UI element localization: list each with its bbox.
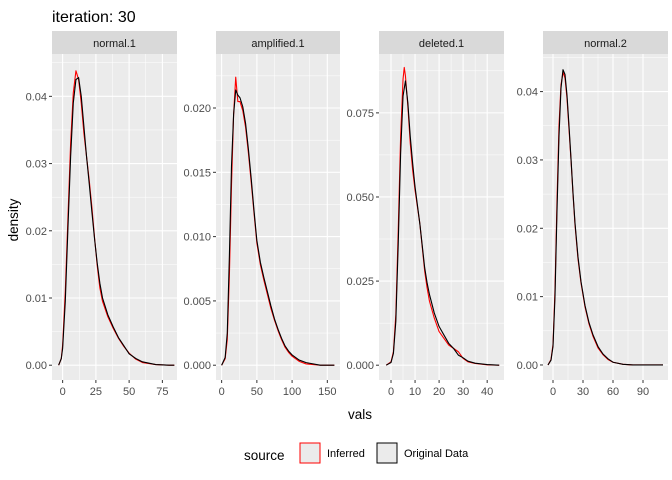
legend-label-original-data: Original Data [404, 448, 469, 460]
chart-title: iteration: 30 [52, 9, 136, 26]
panel-deleted-1: deleted.1 0 10 20 30 40 0.000 0.025 0.050 0.075 [346, 31, 504, 398]
x-tick-label: 50 [251, 386, 263, 398]
density-line-original-data [58, 76, 175, 366]
x-axis-title: vals [348, 407, 372, 422]
facet-strip-label: normal.1 [93, 38, 136, 50]
x-tick-label: 10 [409, 386, 421, 398]
y-tick-label: 0.03 [26, 159, 47, 171]
y-tick-label: 0.04 [26, 91, 47, 103]
x-tick-label: 60 [607, 386, 619, 398]
y-tick-label: 0.000 [346, 360, 374, 372]
y-tick-label: 0.04 [517, 87, 538, 99]
y-tick-label: 0.01 [517, 292, 538, 304]
y-tick-label: 0.050 [346, 192, 374, 204]
y-tick-label: 0.075 [346, 108, 374, 120]
x-tick-label: 25 [90, 386, 102, 398]
legend-key-original-data [376, 442, 398, 464]
legend-key-inferred [299, 442, 321, 464]
x-tick-label: 50 [123, 386, 135, 398]
facet-strip-label: amplified.1 [251, 38, 304, 50]
legend-label-inferred: Inferred [327, 448, 365, 460]
y-tick-label: 0.03 [517, 155, 538, 167]
y-tick-label: 0.010 [183, 232, 211, 244]
facet-strip [543, 31, 668, 54]
legend: source Inferred Original Data [244, 442, 469, 464]
x-tick-label: 0 [60, 386, 66, 398]
y-tick-label: 0.00 [517, 360, 538, 372]
x-tick-label: 150 [318, 386, 336, 398]
legend-title: source [244, 448, 285, 463]
x-tick-label: 40 [481, 386, 493, 398]
facet-strip [216, 31, 340, 54]
density-line-original-data [221, 89, 335, 366]
y-tick-label: 0.00 [26, 360, 47, 372]
y-tick-label: 0.020 [183, 103, 211, 115]
y-tick-label: 0.02 [517, 223, 538, 235]
x-tick-label: 75 [156, 386, 168, 398]
x-tick-label: 100 [283, 386, 301, 398]
density-line-original-data [547, 69, 663, 366]
legend-item-inferred: Inferred [299, 442, 365, 464]
x-tick-label: 90 [637, 386, 649, 398]
panel-normal-1: normal.1 0 25 50 75 0.00 0.01 0.02 0.03 0.04 [26, 31, 177, 398]
panel-background [543, 54, 668, 380]
x-tick-label: 0 [550, 386, 556, 398]
y-tick-label: 0.000 [183, 360, 211, 372]
x-tick-label: 20 [433, 386, 445, 398]
density-line-original-data [385, 80, 500, 366]
y-tick-label: 0.015 [183, 167, 211, 179]
panel-amplified-1: amplified.1 0 50 100 150 0.000 0.005 0.010 0.015… [183, 31, 340, 398]
panels: normal.1 0 25 50 75 0.00 0.01 0.02 0.03 0.04 ampli… [26, 31, 668, 398]
panel-normal-2: normal.2 0 30 60 90 0.00 0.01 0.02 0.03 0.04 [517, 31, 668, 398]
x-tick-label: 0 [219, 386, 225, 398]
y-tick-label: 0.025 [346, 276, 374, 288]
facet-strip-label: normal.2 [584, 38, 627, 50]
facet-strip-label: deleted.1 [419, 38, 464, 50]
y-tick-label: 0.02 [26, 226, 47, 238]
x-tick-label: 0 [388, 386, 394, 398]
facet-strip [379, 31, 504, 54]
legend-item-original-data: Original Data [376, 442, 469, 464]
y-tick-label: 0.005 [183, 296, 211, 308]
y-axis-title: density [6, 198, 21, 241]
facet-strip [52, 31, 177, 54]
x-tick-label: 30 [577, 386, 589, 398]
panel-background [379, 54, 504, 380]
x-tick-label: 30 [457, 386, 469, 398]
y-tick-label: 0.01 [26, 293, 47, 305]
